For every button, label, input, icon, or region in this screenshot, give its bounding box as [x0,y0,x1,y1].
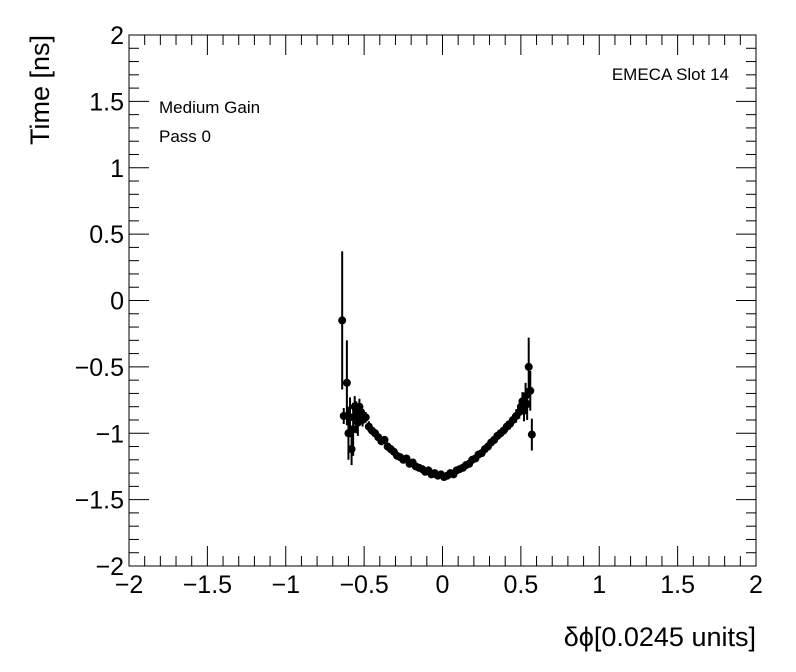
x-tick-label: −1 [271,571,300,599]
x-tick-label: 1.5 [660,571,695,599]
data-point [346,413,355,422]
data-point [356,408,365,417]
y-tick-labels: −2 −1.5 −1 −0.5 0 0.5 1 1.5 2 [75,22,124,581]
major-ticks [128,34,757,567]
data-point [523,400,532,409]
y-tick-label: −0.5 [75,354,124,382]
data-point [339,411,348,420]
data-point [349,425,358,434]
annotation-pass: Pass 0 [159,127,211,146]
x-tick-label: 0 [436,571,450,599]
data-point [524,362,533,371]
x-tick-label: 1 [592,571,606,599]
annotation-slot: EMECA Slot 14 [612,65,729,84]
data-markers [338,316,536,482]
y-axis-title: Time [ns] [25,35,55,145]
y-tick-label: −2 [95,553,124,581]
x-tick-label: −2 [115,571,144,599]
data-point [347,445,356,454]
y-tick-label: 1 [110,155,124,183]
x-tick-label: 2 [749,571,763,599]
y-tick-label: 0.5 [89,221,124,249]
y-tick-label: 0 [110,288,124,316]
data-point [342,378,351,387]
x-axis-title: δϕ[0.0245 units] [564,622,756,652]
minor-ticks [129,35,756,566]
x-tick-label: −1.5 [183,571,232,599]
y-tick-label: 1.5 [89,88,124,116]
data-point [520,406,529,415]
data-point [361,413,370,422]
x-tick-labels: −2 −1.5 −1 −0.5 0 0.5 1 1.5 2 [115,571,763,599]
data-point [380,435,389,444]
x-tick-label: −0.5 [339,571,388,599]
data-point [521,392,530,401]
y-tick-label: −1.5 [75,487,124,515]
data-point [526,386,535,395]
y-tick-label: −1 [95,420,124,448]
data-point [527,430,536,439]
y-tick-label: 2 [110,22,124,50]
annotation-gain: Medium Gain [159,98,260,117]
data-point [338,316,347,325]
x-tick-label: 0.5 [503,571,538,599]
